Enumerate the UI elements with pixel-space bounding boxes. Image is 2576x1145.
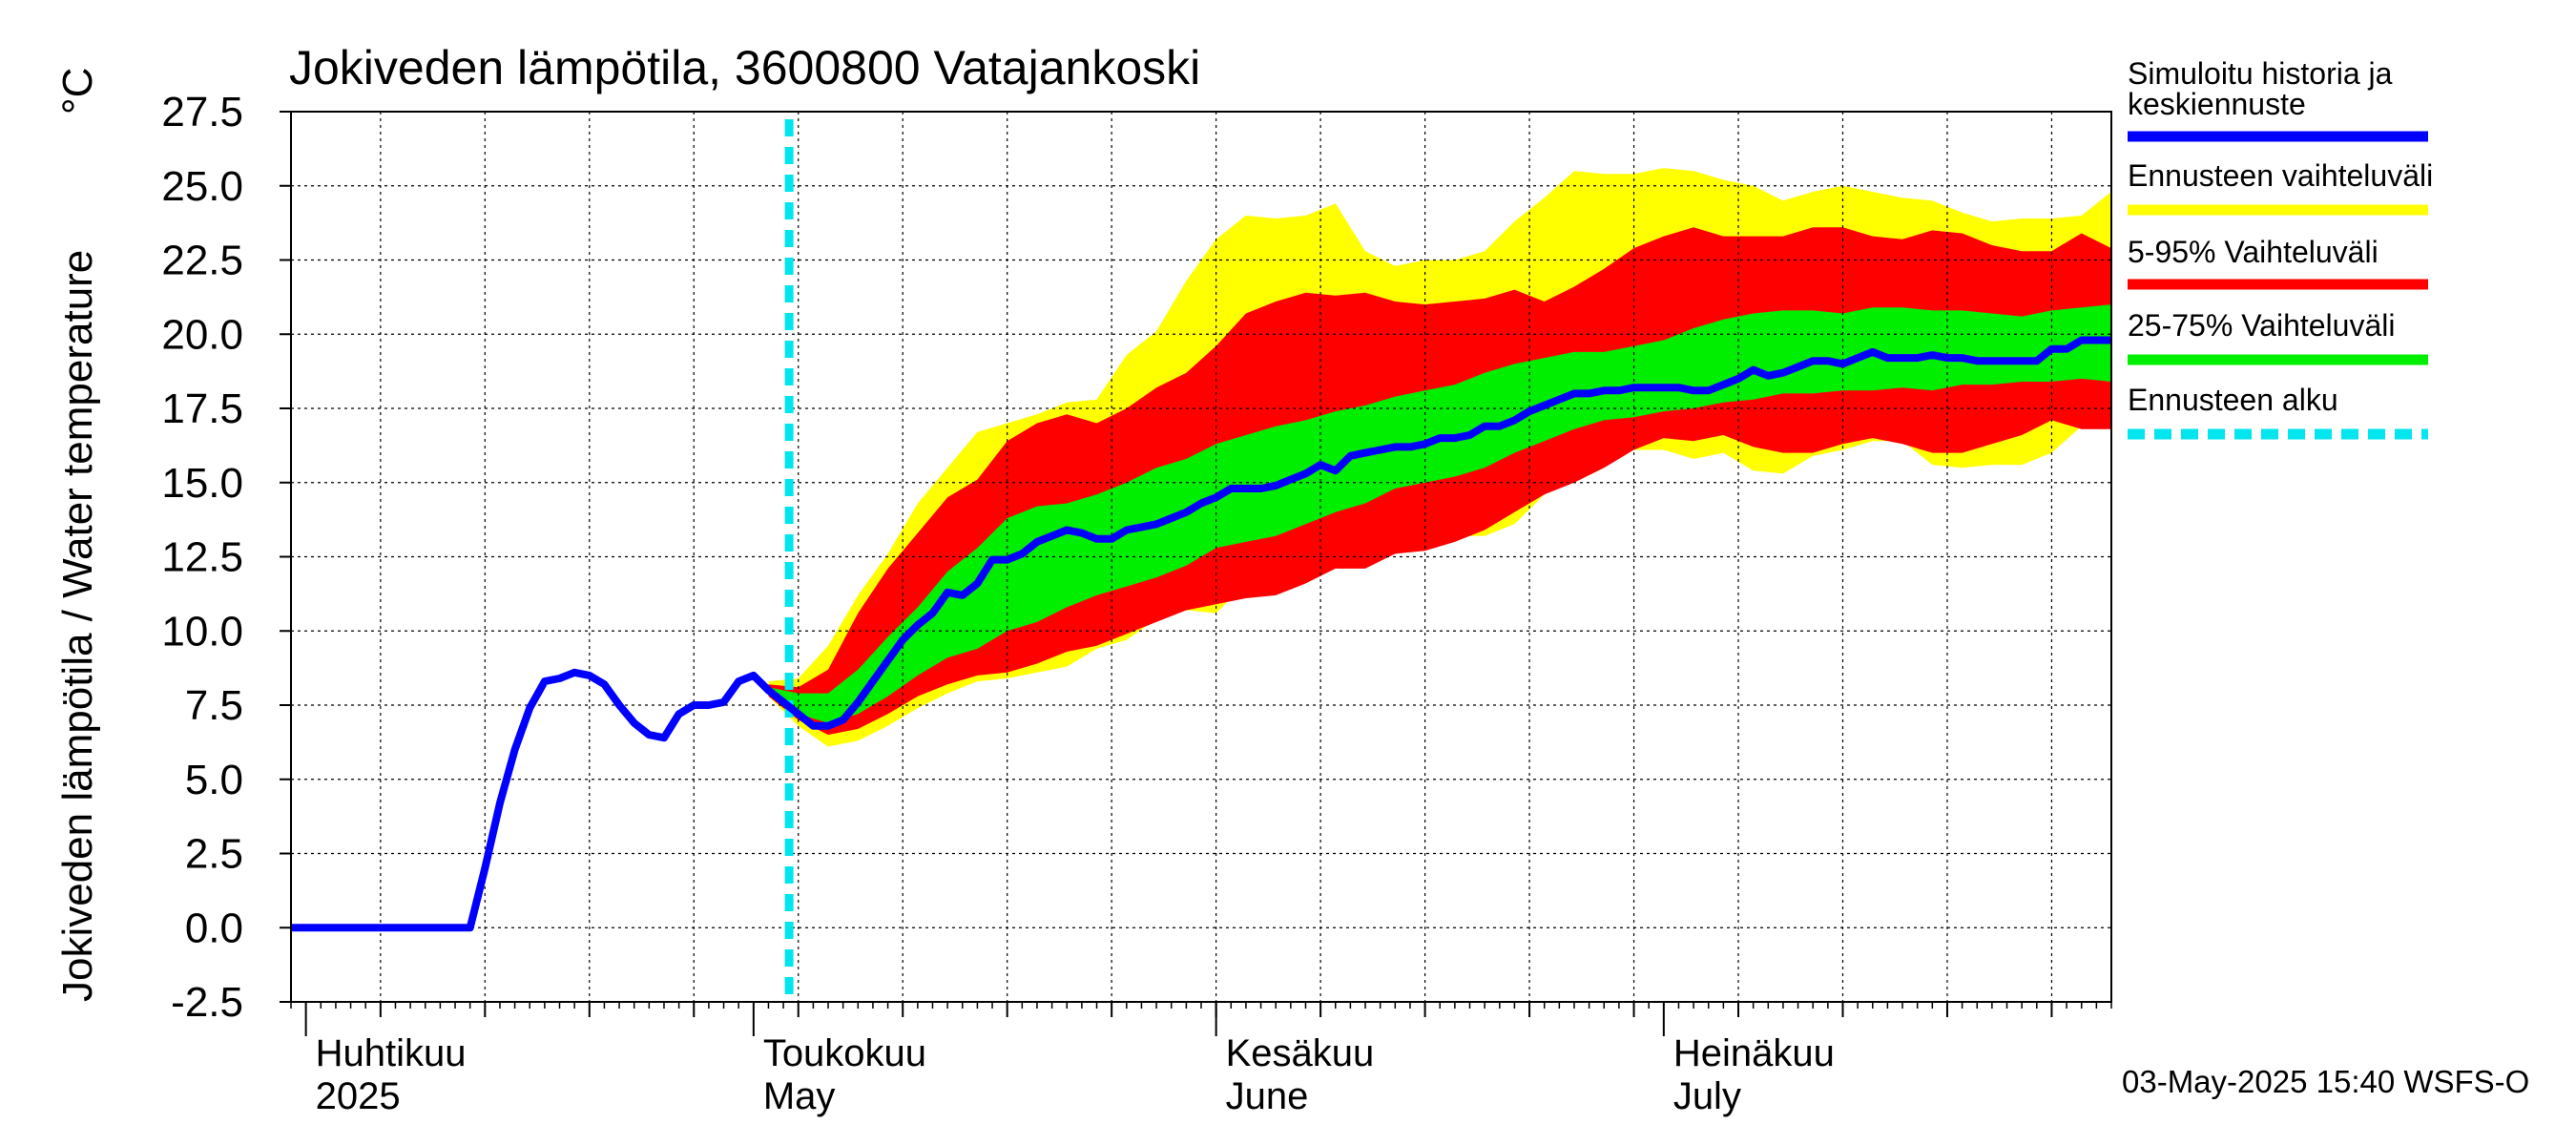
month-label-fi: Huhtikuu: [316, 1032, 467, 1074]
y-tick-label: 25.0: [161, 163, 243, 210]
median-series-line: [291, 336, 2111, 932]
month-label-fi: Heinäkuu: [1673, 1032, 1835, 1074]
y-axis-label: Jokiveden lämpötila / Water temperature …: [54, 68, 101, 1002]
chart-title: Jokiveden lämpötila, 3600800 Vatajankosk…: [289, 41, 1200, 94]
y-tick-label: 20.0: [161, 311, 243, 358]
month-label-en: July: [1673, 1075, 1741, 1117]
y-tick-label: 5.0: [185, 757, 243, 803]
month-label-fi: Toukokuu: [763, 1032, 926, 1074]
legend-label: 25-75% Vaihteluväli: [2128, 308, 2395, 343]
y-tick-label: 17.5: [161, 385, 243, 432]
y-axis-label-text: Jokiveden lämpötila / Water temperature: [54, 250, 101, 1002]
legend-label-line2: keskiennuste: [2128, 87, 2306, 121]
y-tick-label: 27.5: [161, 89, 243, 135]
y-tick-label: 10.0: [161, 608, 243, 655]
y-axis-unit: °C: [54, 68, 101, 114]
y-tick-label: 7.5: [185, 682, 243, 729]
month-label-en: May: [763, 1075, 836, 1117]
legend-label: Ennusteen vaihteluväli: [2128, 158, 2433, 193]
legend-label: Simuloitu historia ja: [2128, 56, 2393, 91]
forecast-bands: [768, 168, 2111, 747]
month-label-en: June: [1226, 1075, 1309, 1117]
y-tick-label: 2.5: [185, 831, 243, 878]
y-tick-label: 12.5: [161, 534, 243, 581]
month-label-fi: Kesäkuu: [1226, 1032, 1375, 1074]
timestamp: 03-May-2025 15:40 WSFS-O: [2122, 1064, 2529, 1099]
y-tick-label: -2.5: [171, 979, 243, 1026]
y-tick-label: 22.5: [161, 238, 243, 284]
legend-label: Ennusteen alku: [2128, 383, 2338, 417]
y-axis: 27.5 25.0 22.5 20.0 17.5 15.0 12.5 10.0 7.5 5.0 2.…: [161, 89, 291, 1026]
y-tick-label: 15.0: [161, 460, 243, 507]
legend-label: 5-95% Vaihteluväli: [2128, 235, 2379, 269]
month-label-en: 2025: [316, 1075, 401, 1117]
y-tick-label: 0.0: [185, 905, 243, 951]
